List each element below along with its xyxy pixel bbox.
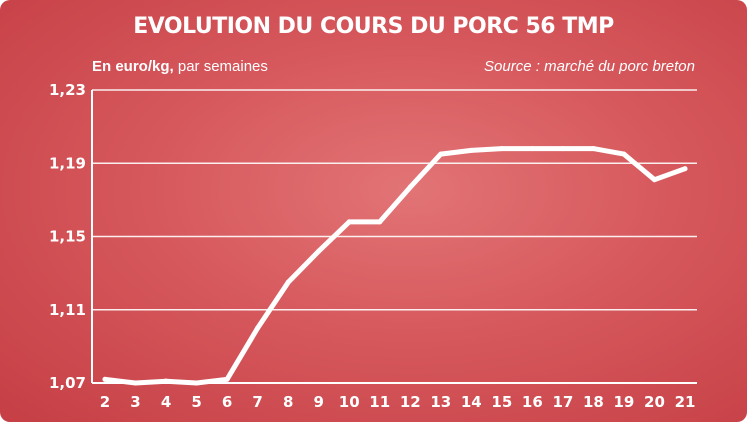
x-tick-label: 20 [644, 393, 665, 411]
data-point [224, 376, 230, 382]
data-point [529, 146, 535, 152]
data-point [682, 166, 688, 172]
data-point [407, 184, 413, 190]
y-tick-label: 1,15 [49, 228, 86, 246]
y-tick-label: 1,19 [49, 154, 86, 172]
x-tick-label: 19 [614, 393, 635, 411]
unit-subtitle: En euro/kg, par semaines [92, 58, 268, 75]
data-point [194, 380, 200, 386]
period-label: par semaines [173, 58, 268, 75]
data-point [499, 146, 505, 152]
x-tick-label: 13 [430, 393, 451, 411]
y-tick-label: 1,11 [49, 301, 86, 319]
data-point [468, 147, 474, 153]
x-tick-label: 4 [161, 393, 171, 411]
x-tick-label: 2 [100, 393, 110, 411]
data-point [255, 325, 261, 331]
x-tick-label: 6 [222, 393, 232, 411]
data-point [133, 380, 139, 386]
y-tick-label: 1,07 [49, 374, 86, 392]
data-point [651, 177, 657, 183]
x-tick-label: 7 [252, 393, 262, 411]
y-tick-label: 1,23 [49, 81, 86, 99]
x-tick-label: 21 [675, 393, 696, 411]
source-label: Source : marché du porc breton [484, 58, 695, 75]
data-point [621, 151, 627, 157]
data-point [346, 219, 352, 225]
x-tick-label: 10 [339, 393, 360, 411]
data-point [377, 219, 383, 225]
x-tick-label: 15 [491, 393, 512, 411]
data-point [163, 378, 169, 384]
x-tick-label: 5 [191, 393, 201, 411]
data-point [102, 376, 108, 382]
data-point [316, 248, 322, 254]
chart-title: EVOLUTION DU COURS DU PORC 56 TMP [133, 14, 614, 39]
unit-label: En euro/kg, [92, 58, 174, 75]
x-tick-label: 3 [130, 393, 140, 411]
x-tick-label: 12 [400, 393, 421, 411]
x-tick-label: 16 [522, 393, 543, 411]
data-point [285, 279, 291, 285]
x-tick-label: 17 [552, 393, 573, 411]
data-point [438, 151, 444, 157]
x-tick-label: 8 [283, 393, 293, 411]
x-tick-label: 11 [369, 393, 390, 411]
data-point [560, 146, 566, 152]
x-tick-label: 18 [583, 393, 604, 411]
x-tick-label: 14 [461, 393, 482, 411]
data-point [590, 146, 596, 152]
x-tick-label: 9 [313, 393, 323, 411]
price-line [102, 146, 688, 386]
